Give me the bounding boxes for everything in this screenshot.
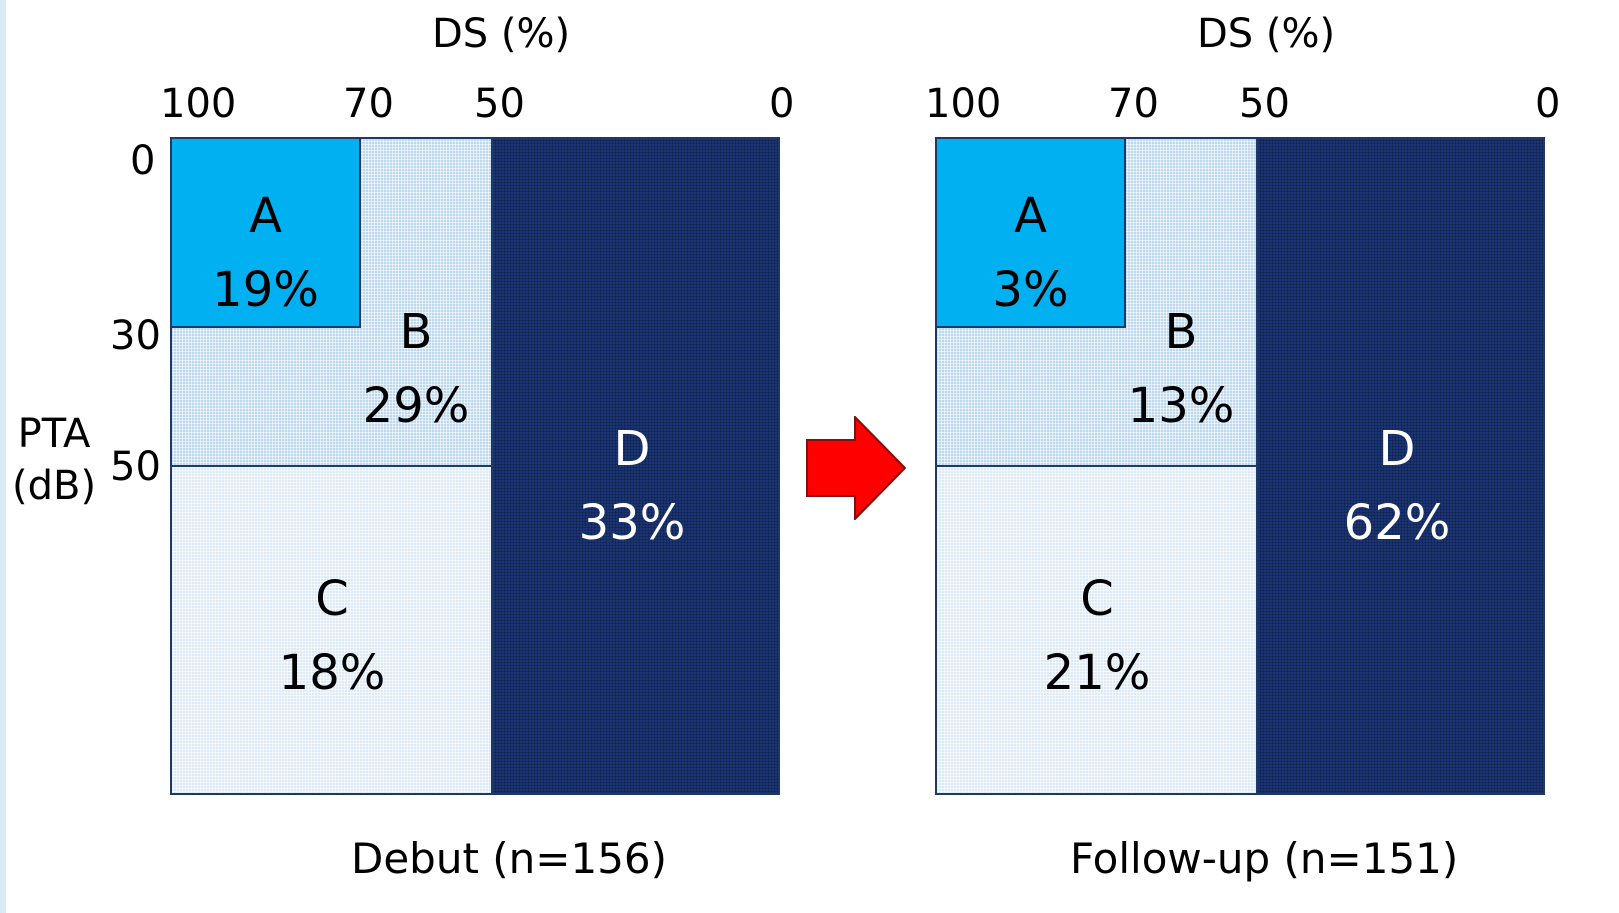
x-axis-title: DS (%): [432, 11, 571, 57]
zone-d: [1257, 137, 1545, 795]
divider-ds-50: [1256, 137, 1258, 795]
x-axis-title: DS (%): [1197, 11, 1336, 57]
x-tick-0: 0: [1535, 81, 1561, 127]
y-tick-50: 50: [110, 444, 161, 490]
zone-a-label: A 3%: [935, 179, 1126, 328]
zone-b-percent: 29%: [362, 378, 470, 435]
x-tick-70: 70: [1108, 81, 1159, 127]
zone-b-label: B 29%: [361, 295, 471, 444]
y-axis-label: PTA (dB): [12, 408, 96, 512]
divider-pta-50: [170, 465, 492, 467]
plot-area: A 3% B 13% C 21% D 62%: [935, 137, 1545, 795]
panel-caption: Follow-up (n=151): [1070, 834, 1459, 883]
panel-caption: Debut (n=156): [351, 834, 668, 883]
zone-d-label: D 33%: [492, 412, 772, 561]
zone-c-label: C 18%: [242, 562, 422, 711]
x-tick-50: 50: [474, 81, 525, 127]
y-tick-30: 30: [110, 313, 161, 359]
panel-debut: DS (%) 100 70 50 0 0 30 50 A 19% B 29% C…: [0, 0, 800, 913]
x-tick-0: 0: [769, 81, 795, 127]
x-tick-70: 70: [343, 81, 394, 127]
zone-d-letter: D: [1378, 421, 1416, 477]
zone-c-letter: C: [315, 571, 349, 627]
plot-area: A 19% B 29% C 18% D 33%: [170, 137, 780, 795]
divider-pta-50: [935, 465, 1257, 467]
zone-d-label: D 62%: [1257, 412, 1537, 561]
zone-d: [492, 137, 780, 795]
zone-d-percent: 33%: [578, 495, 686, 552]
zone-a-letter: A: [1014, 188, 1047, 244]
zone-c-percent: 18%: [278, 645, 386, 702]
zone-a-percent: 19%: [212, 262, 319, 319]
zone-c-letter: C: [1080, 571, 1114, 627]
y-axis-label-line2: (dB): [12, 463, 97, 509]
x-tick-50: 50: [1239, 81, 1290, 127]
zone-c-percent: 21%: [1043, 645, 1151, 702]
zone-a-label: A 19%: [170, 179, 361, 328]
left-edge-strip: [0, 0, 6, 913]
zone-d-percent: 62%: [1343, 495, 1451, 552]
zone-b-label: B 13%: [1126, 295, 1236, 444]
x-tick-100: 100: [925, 81, 1002, 127]
zone-c: [170, 466, 492, 795]
y-axis-label-line1: PTA: [17, 411, 91, 457]
panel-follow-up: DS (%) 100 70 50 0 A 3% B 13% C 21% D 62…: [765, 0, 1565, 913]
zone-a-percent: 3%: [992, 262, 1069, 319]
zone-c: [935, 466, 1257, 795]
zone-a-letter: A: [249, 188, 282, 244]
zone-b-letter: B: [399, 304, 433, 360]
zone-c-label: C 21%: [1007, 562, 1187, 711]
zone-d-letter: D: [613, 421, 651, 477]
divider-ds-50: [491, 137, 493, 795]
right-arrow-icon: [806, 416, 906, 520]
zone-b-percent: 13%: [1127, 378, 1235, 435]
y-tick-0: 0: [130, 138, 156, 184]
x-tick-100: 100: [160, 81, 237, 127]
zone-b-letter: B: [1164, 304, 1198, 360]
